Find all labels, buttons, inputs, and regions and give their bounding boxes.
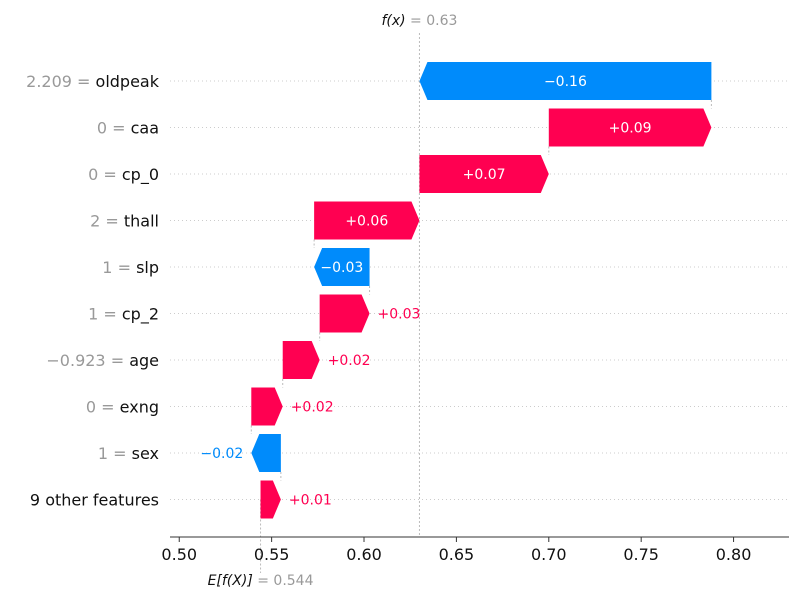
x-axis: 0.50 0.55 0.60 0.65 0.70 0.75 0.80 <box>161 536 789 564</box>
bar-exng <box>251 387 283 426</box>
feature-name: sex <box>132 444 159 463</box>
x-tick-label: 0.55 <box>254 545 290 564</box>
bar-sex <box>251 434 281 472</box>
feature-value: 2 = <box>90 212 124 231</box>
bar-cp_0 <box>419 155 549 193</box>
feature-value: 1 = <box>98 444 132 463</box>
feature-name: caa <box>131 119 159 138</box>
feature-name: oldpeak <box>96 72 160 91</box>
bar-value-label: −0.02 <box>200 446 243 462</box>
feature-label: 2.209 = oldpeak <box>26 72 160 91</box>
x-tick-label: 0.70 <box>531 545 567 564</box>
bar-value-label: +0.07 <box>463 167 506 183</box>
feature-name: cp_2 <box>122 305 159 325</box>
feature-label: 0 = caa <box>97 119 159 138</box>
feature-value: 2.209 = <box>26 72 95 91</box>
feature-name: cp_0 <box>122 165 159 185</box>
feature-value: 0 = <box>88 165 122 184</box>
bar-oldpeak <box>419 62 712 100</box>
bar-value-label: −0.03 <box>320 260 363 276</box>
bar-value-label: +0.01 <box>289 493 332 509</box>
x-tick-label: 0.80 <box>716 545 752 564</box>
feature-name: age <box>129 351 159 370</box>
feature-label: 1 = cp_2 <box>88 305 159 325</box>
x-tick-label: 0.60 <box>346 545 382 564</box>
feature-label: 9 other features <box>30 491 159 510</box>
bar-value-label: +0.03 <box>378 307 421 323</box>
output-value-annotation: f(x) = 0.63 <box>381 13 457 29</box>
output-value-text: = 0.63 <box>406 13 458 29</box>
bar-value-label: +0.06 <box>345 214 388 230</box>
bar-slp <box>314 248 370 286</box>
feature-label: −0.923 = age <box>46 351 159 370</box>
bar-cp_2 <box>319 294 370 333</box>
bar-value-label: −0.16 <box>544 74 587 90</box>
x-tick-label: 0.50 <box>161 545 197 564</box>
bar-value-label: +0.02 <box>328 353 371 369</box>
feature-value: −0.923 = <box>46 351 129 370</box>
base-value-text: = 0.544 <box>253 573 314 589</box>
bar-value-label: +0.02 <box>291 400 334 416</box>
bar-9-other-features <box>260 480 281 519</box>
bar-thall <box>314 201 420 240</box>
bar-caa <box>548 108 712 147</box>
feature-label: 0 = exng <box>86 398 159 417</box>
bar-age <box>282 341 320 379</box>
feature-name: slp <box>136 258 159 277</box>
feature-label: 1 = slp <box>102 258 159 277</box>
output-value-prefix: f(x) <box>381 13 405 29</box>
feature-name: 9 other features <box>30 491 159 510</box>
feature-value: 1 = <box>88 305 122 324</box>
feature-bars: −0.16 +0.09 +0.07 +0.06 −0.03 +0.03 +0.02 +0.02… <box>200 62 712 519</box>
feature-value: 0 = <box>97 119 131 138</box>
x-tick-label: 0.75 <box>623 545 659 564</box>
feature-name: thall <box>124 212 159 231</box>
feature-value: 0 = <box>86 398 120 417</box>
feature-value: 1 = <box>102 258 136 277</box>
feature-name: exng <box>120 398 159 417</box>
annotations: f(x) = 0.63 E[f(X)] = 0.544 <box>208 13 458 589</box>
feature-label: 2 = thall <box>90 212 159 231</box>
base-value-annotation: E[f(X)] = 0.544 <box>208 573 314 589</box>
feature-label: 0 = cp_0 <box>88 165 159 185</box>
feature-label: 1 = sex <box>98 444 159 463</box>
x-tick-label: 0.65 <box>439 545 475 564</box>
bar-value-label: +0.09 <box>609 121 652 137</box>
base-value-prefix: E[f(X)] <box>208 573 253 589</box>
